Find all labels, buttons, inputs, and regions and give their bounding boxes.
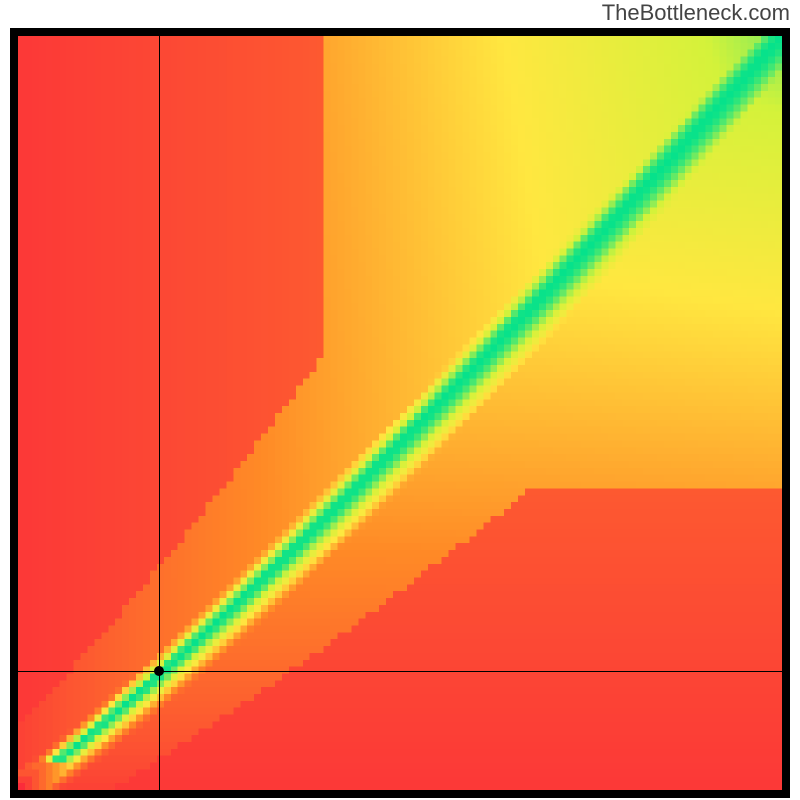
watermark-text: TheBottleneck.com (602, 0, 790, 26)
crosshair-vertical (159, 36, 160, 790)
crosshair-horizontal (18, 671, 782, 672)
marker-dot (154, 666, 164, 676)
bottleneck-heatmap (18, 36, 782, 790)
root: TheBottleneck.com (0, 0, 800, 800)
